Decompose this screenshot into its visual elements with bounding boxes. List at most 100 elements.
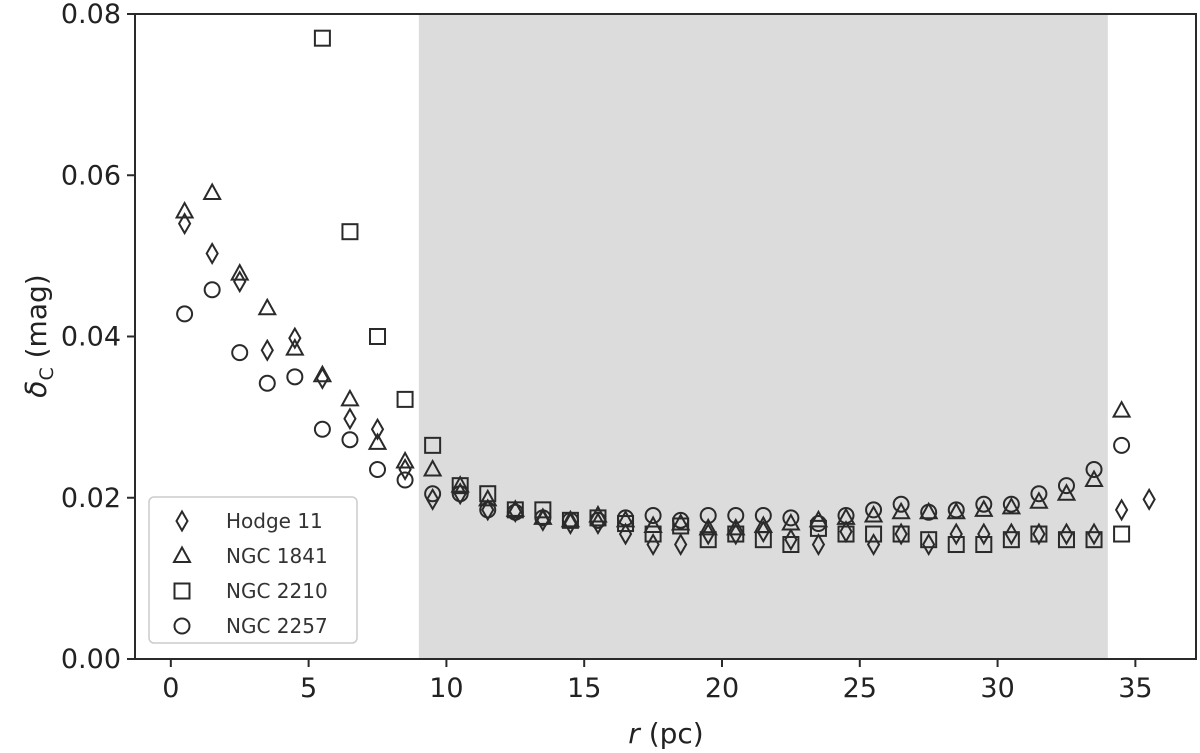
legend-circle-icon	[173, 617, 191, 635]
square-data-point	[451, 477, 469, 495]
circle-data-point	[313, 420, 331, 438]
circle-data-point	[672, 511, 690, 529]
diamond-data-point	[370, 417, 385, 441]
y-tick-label: 0.06	[61, 160, 121, 191]
x-tick-label: 30	[980, 673, 1014, 704]
circle-data-point	[203, 281, 221, 299]
triangle-data-point	[1084, 469, 1104, 488]
circle-data-point	[396, 471, 414, 489]
square-data-point	[1113, 525, 1131, 543]
triangle-data-point	[643, 515, 663, 533]
square-data-point	[396, 390, 414, 408]
x-axis-ticks: 0 5 10 15 20 25 30 35	[162, 659, 1153, 704]
y-axis-label: δC (mag)	[20, 274, 58, 397]
circle-data-point	[975, 495, 993, 513]
triangle-data-point	[422, 458, 443, 477]
legend-square-icon	[173, 582, 191, 600]
circle-data-point	[479, 501, 497, 519]
triangle-data-point	[698, 517, 718, 536]
diamond-data-point	[1004, 522, 1019, 546]
diamond-data-point	[205, 241, 219, 265]
diamond-data-point	[288, 326, 302, 350]
square-data-point	[809, 519, 827, 537]
legend-label: Hodge 11	[226, 509, 323, 533]
x-tick-label: 0	[162, 673, 179, 704]
series-3	[176, 281, 1131, 533]
shaded-region-layer	[418, 14, 1108, 659]
square-data-point	[699, 531, 717, 549]
square-data-point	[754, 531, 772, 549]
square-data-point	[1002, 531, 1020, 549]
square-data-point	[865, 525, 883, 543]
circle-data-point	[341, 431, 359, 449]
circle-data-point	[727, 506, 745, 524]
square-data-point	[672, 517, 690, 535]
square-data-point	[341, 223, 359, 241]
triangle-data-point	[863, 504, 884, 523]
legend-label: NGC 1841	[226, 544, 328, 568]
diamond-data-point	[591, 512, 605, 536]
diamond-data-point	[1059, 522, 1074, 546]
legend-label: NGC 2210	[226, 579, 328, 603]
legend-item: NGC 1841	[172, 544, 328, 568]
circle-data-point	[506, 503, 524, 521]
circle-data-point	[782, 509, 800, 527]
triangle-data-point	[257, 297, 277, 316]
diamond-data-point	[811, 533, 826, 557]
square-data-point	[644, 525, 662, 543]
triangle-data-point	[670, 512, 691, 531]
circle-data-point	[561, 511, 579, 529]
circle-data-point	[258, 374, 276, 392]
triangle-data-point	[918, 501, 939, 520]
triangle-data-point	[505, 499, 526, 517]
circle-data-point	[920, 503, 938, 521]
circle-data-point	[231, 344, 249, 362]
x-tick-label: 15	[567, 673, 601, 704]
diamond-data-point	[260, 338, 274, 362]
circle-data-point	[892, 495, 910, 513]
legend-item: NGC 2210	[173, 579, 328, 603]
circle-data-point	[1002, 495, 1020, 513]
square-data-point	[1085, 531, 1103, 549]
circle-data-point	[1030, 485, 1048, 503]
circle-data-point	[617, 509, 635, 527]
square-data-point	[534, 501, 552, 519]
diamond-data-point	[949, 522, 963, 546]
y-tick-label: 0.02	[61, 483, 121, 514]
x-axis-label-unit: (pc)	[640, 717, 704, 750]
square-data-point	[313, 29, 331, 47]
diamond-data-point	[729, 522, 743, 546]
square-data-point	[369, 328, 387, 345]
diamond-data-point	[922, 533, 936, 557]
circle-data-point	[424, 485, 442, 503]
y-axis-label-subscript: C	[36, 367, 58, 380]
square-data-point	[1030, 525, 1048, 543]
circle-data-point	[754, 506, 772, 524]
square-data-point	[479, 485, 497, 503]
square-data-point	[947, 536, 965, 554]
triangle-data-point	[450, 475, 470, 493]
legend-diamond-icon	[175, 509, 189, 533]
diamond-data-point	[453, 482, 467, 506]
circle-data-point	[589, 511, 607, 529]
x-axis-label: r (pc)	[628, 717, 703, 750]
square-data-point	[617, 515, 635, 533]
legend-triangle-icon	[172, 545, 192, 563]
x-tick-label: 25	[843, 673, 877, 704]
x-tick-label: 35	[1118, 673, 1152, 704]
y-axis-label-symbol: δ	[20, 381, 53, 398]
square-data-point	[920, 531, 938, 549]
circle-data-point	[1113, 436, 1131, 454]
circle-data-point	[286, 368, 304, 386]
triangle-data-point	[560, 509, 581, 528]
circle-data-point	[369, 461, 387, 479]
triangle-data-point	[808, 509, 829, 528]
x-tick-label: 20	[705, 673, 739, 704]
triangle-data-point	[230, 263, 250, 281]
circle-data-point	[1057, 477, 1075, 495]
legend-label: NGC 2257	[226, 614, 328, 638]
diamond-data-point	[343, 407, 357, 431]
diamond-data-point	[481, 498, 495, 522]
legend-item: NGC 2257	[173, 614, 328, 638]
